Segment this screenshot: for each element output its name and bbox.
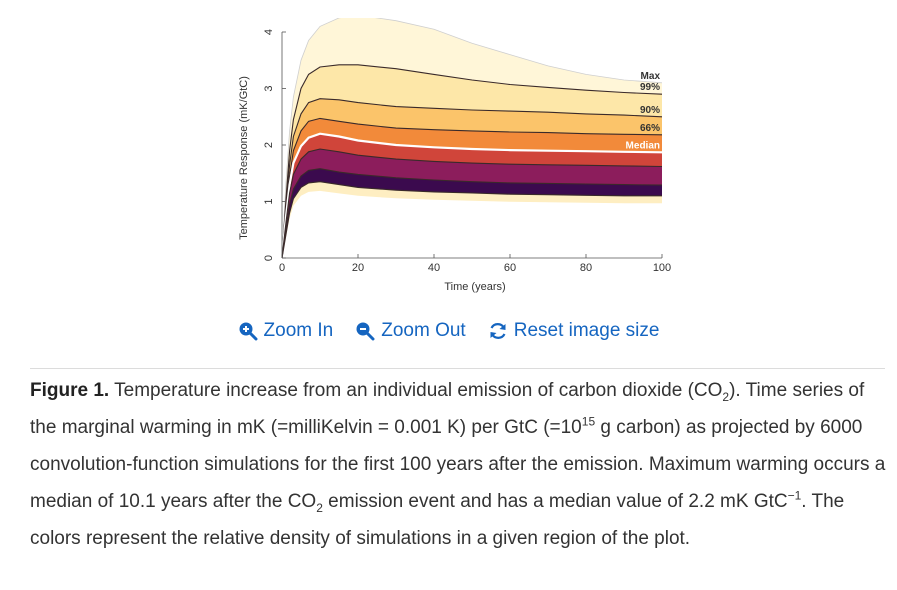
quantile-line: [281, 117, 663, 259]
density-band: [282, 118, 662, 259]
quantile-line: [281, 168, 663, 259]
y-axis-label: Temperature Response (mK/GtC): [238, 76, 250, 240]
zoom-in-button[interactable]: Zoom In: [238, 320, 334, 342]
x-tick-label: 80: [580, 262, 592, 274]
caption-divider: [30, 368, 885, 369]
caption-text: Temperature increase from an individual …: [109, 380, 723, 401]
density-band: [282, 181, 662, 258]
quantile-line: [281, 64, 663, 259]
figure-caption: Figure 1. Temperature increase from an i…: [30, 372, 888, 557]
x-tick-label: 60: [504, 262, 516, 274]
refresh-icon: [490, 323, 506, 339]
figure-label: Figure 1.: [30, 380, 110, 401]
x-tick-label: 20: [352, 262, 364, 274]
median-line: [280, 132, 663, 259]
quantile-line: [281, 98, 663, 259]
quantile-label: 90%: [640, 105, 660, 116]
density-band: [282, 64, 662, 258]
image-toolbar: Zoom In Zoom Out Reset image size: [0, 320, 897, 342]
y-tick-label: 2: [263, 142, 275, 148]
zoom-in-icon: [239, 322, 258, 341]
zoom-out-icon: [356, 322, 375, 341]
caption-text: g carbon) as projected by 6000 convoluti…: [30, 417, 886, 512]
quantile-label: 66%: [640, 123, 660, 134]
reset-size-label: Reset image size: [513, 320, 660, 341]
caption-text: ). Time series of the marginal warming i…: [30, 380, 865, 438]
quantile-line: [281, 181, 662, 259]
reset-size-button[interactable]: Reset image size: [488, 320, 660, 342]
quantile-label: Median: [626, 140, 660, 151]
y-tick-label: 3: [263, 85, 275, 91]
y-tick-label: 0: [263, 255, 275, 261]
zoom-in-label: Zoom In: [263, 320, 334, 341]
quantile-line: [281, 148, 663, 259]
quantile-line: [281, 18, 663, 259]
density-band: [282, 168, 662, 258]
density-band: [282, 18, 662, 258]
caption-text: emission event and has a median value of…: [322, 491, 788, 512]
caption-subscript: 2: [722, 389, 730, 404]
quantile-label: Max: [641, 71, 661, 82]
zoom-out-button[interactable]: Zoom Out: [355, 320, 466, 342]
caption-superscript: −1: [787, 488, 802, 503]
caption-subscript: 2: [316, 500, 323, 515]
zoom-out-label: Zoom Out: [381, 320, 466, 341]
density-band: [282, 149, 662, 258]
x-tick-label: 0: [279, 262, 285, 274]
axes: 0 20 40 60 80 100 0 1 2 3 4: [263, 29, 671, 274]
caption-superscript: 15: [581, 414, 596, 429]
x-axis-label: Time (years): [444, 281, 505, 293]
caption-text: . The colors represent the relative dens…: [30, 491, 845, 549]
x-tick-label: 40: [428, 262, 440, 274]
y-tick-label: 1: [263, 198, 275, 204]
y-tick-label: 4: [263, 29, 275, 35]
quantile-label: 99%: [640, 82, 660, 93]
x-tick-label: 100: [653, 262, 671, 274]
